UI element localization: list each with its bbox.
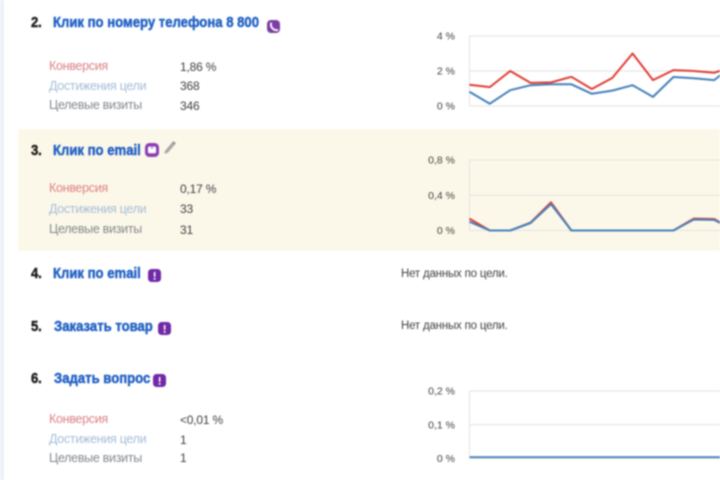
svg-text:0,2 %: 0,2 % [428,386,455,398]
svg-text:0 %: 0 % [437,101,455,113]
svg-text:0,8 %: 0,8 % [428,155,455,167]
svg-text:0 %: 0 % [437,225,455,237]
svg-text:2 %: 2 % [437,66,455,78]
svg-text:4 %: 4 % [437,31,455,43]
svg-text:0 %: 0 % [437,453,455,465]
svg-text:0,4 %: 0,4 % [428,190,455,202]
svg-text:0,1 %: 0,1 % [428,419,455,431]
